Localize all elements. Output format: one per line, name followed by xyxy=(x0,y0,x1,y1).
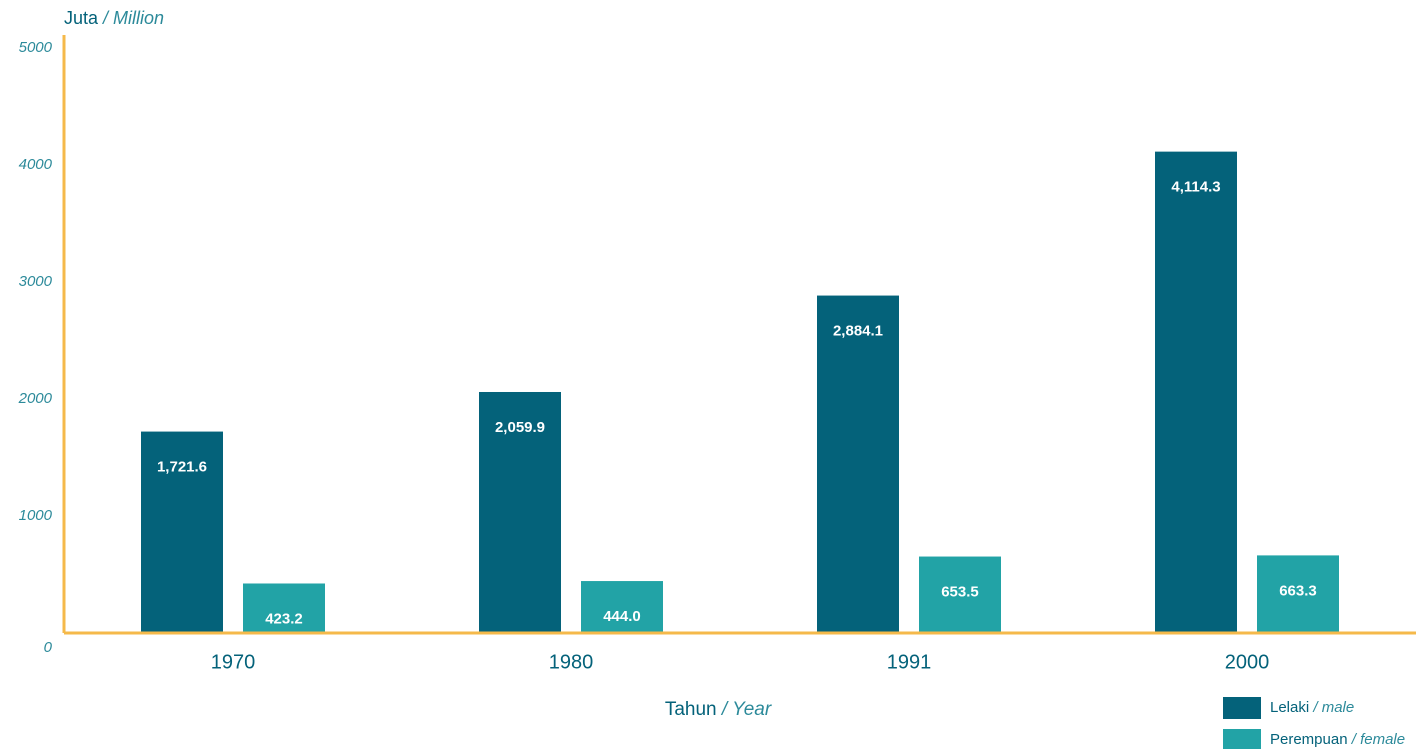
legend-translation: / male xyxy=(1312,699,1354,716)
y-axis-label-main: Juta xyxy=(64,8,99,28)
value-label: 4,114.3 xyxy=(1171,179,1220,196)
bar xyxy=(817,295,899,633)
value-label: 2,059.9 xyxy=(495,419,545,436)
bar xyxy=(581,581,663,633)
y-tick-label: 4000 xyxy=(19,156,53,173)
y-tick-label: 0 xyxy=(44,639,53,656)
x-axis-label-main: Tahun xyxy=(665,699,717,720)
legend-swatch xyxy=(1223,729,1261,749)
y-tick-label: 2000 xyxy=(18,390,53,407)
legend-label: Lelaki / male xyxy=(1270,699,1354,716)
x-tick-label: 1991 xyxy=(887,651,932,673)
value-label: 444.0 xyxy=(603,608,641,625)
bar xyxy=(919,556,1001,633)
legend-name: Lelaki xyxy=(1270,699,1309,716)
value-label: 1,721.6 xyxy=(157,459,207,476)
value-label: 653.5 xyxy=(941,584,979,601)
y-axis-label-translation: / Million xyxy=(101,8,164,28)
bar xyxy=(141,431,223,633)
x-tick-label: 1980 xyxy=(549,651,594,673)
bar xyxy=(479,391,561,633)
y-tick-label: 1000 xyxy=(19,507,53,524)
y-tick-label: 5000 xyxy=(19,39,53,56)
value-label: 663.3 xyxy=(1279,582,1317,599)
x-axis-label: Tahun / Year xyxy=(665,699,772,720)
value-label: 2,884.1 xyxy=(833,323,883,340)
y-axis-label: Juta / Million xyxy=(64,8,164,28)
legend-swatch xyxy=(1223,697,1261,719)
y-tick-label: 3000 xyxy=(19,273,53,290)
legend-translation: / female xyxy=(1351,731,1405,748)
x-tick-label: 1970 xyxy=(211,651,256,673)
bar xyxy=(1155,151,1237,634)
value-label: 423.2 xyxy=(265,610,303,627)
x-axis-label-translation: / Year xyxy=(720,699,772,720)
bar xyxy=(1257,555,1339,633)
legend-name: Perempuan xyxy=(1270,731,1348,748)
legend-label: Perempuan / female xyxy=(1270,731,1405,748)
bar xyxy=(243,583,325,633)
x-tick-label: 2000 xyxy=(1225,651,1270,673)
